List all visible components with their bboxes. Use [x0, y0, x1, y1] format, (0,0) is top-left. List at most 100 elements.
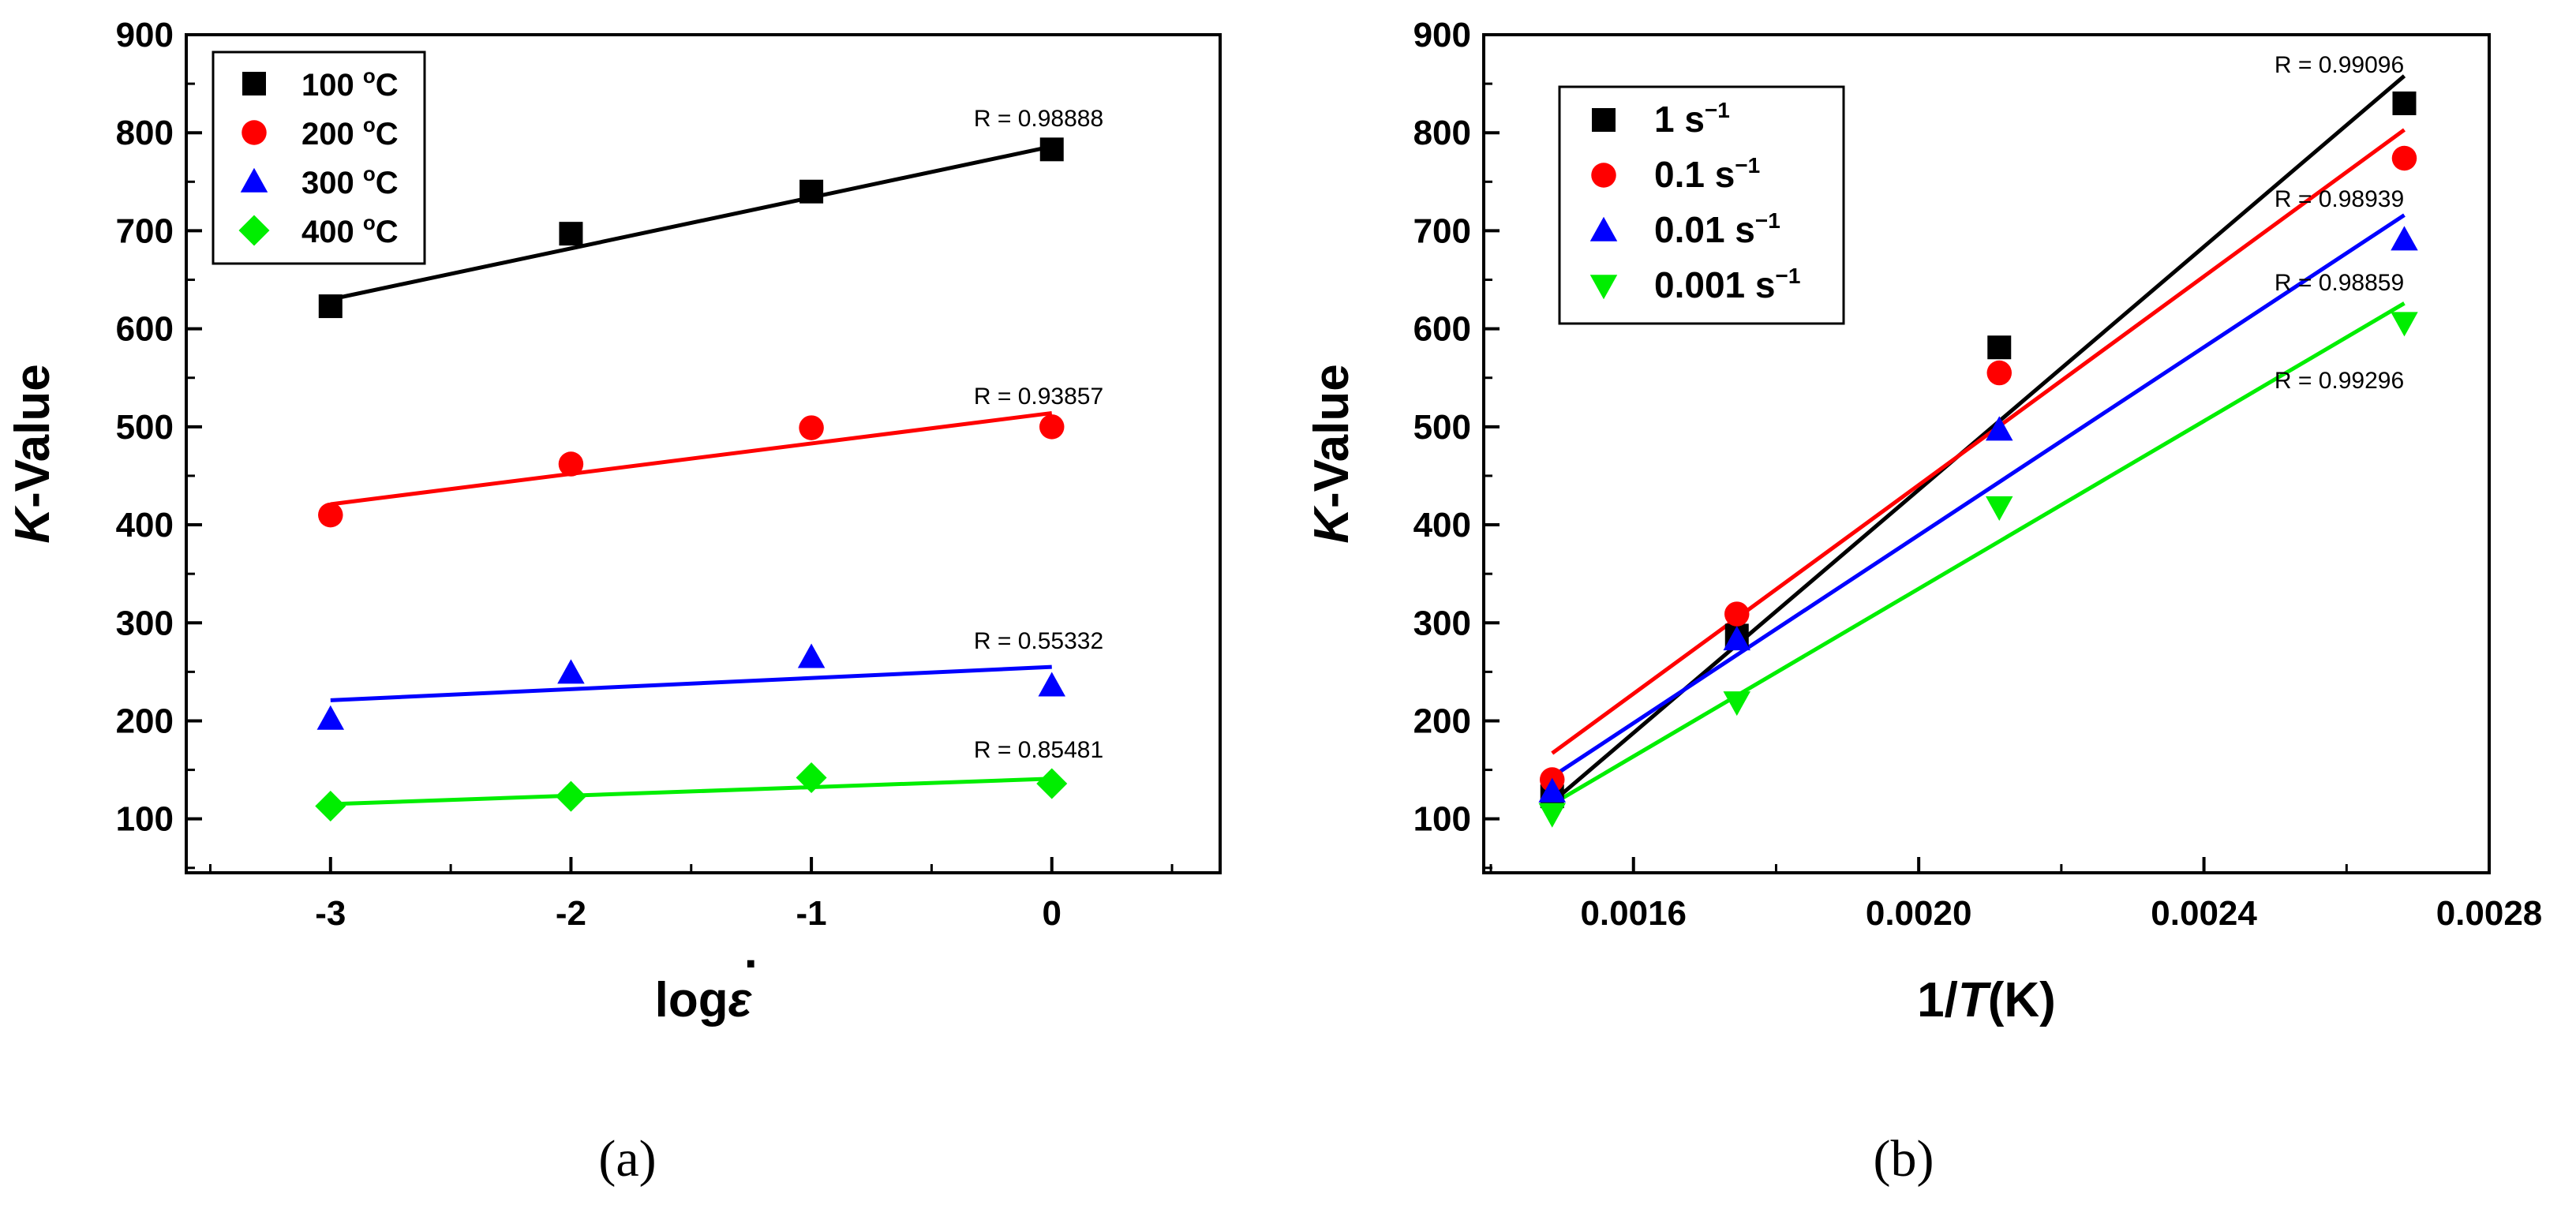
y-tick-label: 800: [116, 114, 174, 152]
data-point: [1538, 803, 1566, 828]
legend-label-main: 0.001 s: [1654, 264, 1775, 305]
x-axis-title-dot: ·: [744, 937, 761, 991]
data-point: [315, 791, 346, 822]
x-tick-label: -3: [315, 894, 346, 933]
r-value-label: R = 0.98888: [974, 106, 1103, 132]
r-value-label: R = 0.93857: [974, 384, 1103, 410]
legend-marker: [1592, 108, 1616, 132]
r-value-label: R = 0.55332: [974, 628, 1103, 654]
legend-label: 100 oC: [301, 64, 399, 103]
data-point: [797, 643, 826, 668]
legend-label: 0.001 s−1: [1654, 264, 1800, 305]
x-axis-title-pre: 1/: [1917, 973, 1958, 1027]
x-axis-title-log: log: [655, 973, 728, 1027]
legend-label-main: 0.1 s: [1654, 154, 1735, 195]
panel-b: 100 200 300 400 500 600 700 800 900 0.0016 0.0020 0…: [1305, 16, 2542, 1188]
legend-marker: [238, 215, 270, 246]
data-point: [1039, 137, 1064, 162]
legend-label-main: 1 s: [1654, 99, 1705, 140]
fit-line: [330, 777, 1052, 806]
legend-label-sup: o: [363, 64, 376, 88]
x-tick-label: 0.0016: [1580, 894, 1687, 933]
data-point: [1986, 416, 2013, 441]
legend-label: 200 oC: [301, 113, 399, 152]
data-point: [555, 780, 586, 812]
legend-label: 300 oC: [301, 162, 399, 200]
y-tick-label: 300: [1413, 604, 1471, 642]
data-point: [1987, 335, 2012, 360]
data-point: [316, 705, 345, 730]
y-tick-label: 100: [116, 800, 174, 839]
legend-label-unit: C: [376, 68, 399, 103]
legend-label-sup: o: [363, 113, 376, 137]
y-tick-label: 200: [1413, 702, 1471, 740]
x-tick-label: 0.0028: [2436, 894, 2543, 933]
legend-label-sup: −1: [1735, 153, 1760, 178]
legend-label-sup: −1: [1755, 208, 1780, 233]
legend-marker: [1589, 275, 1618, 300]
y-tick-label: 700: [1413, 211, 1471, 250]
y-tick-label: 700: [116, 211, 174, 250]
fit-line: [330, 664, 1052, 702]
legend-marker: [240, 167, 268, 193]
data-point: [318, 294, 343, 319]
y-tick-label: 600: [1413, 310, 1471, 349]
data-point: [1723, 691, 1751, 717]
legend-label-sup: −1: [1775, 264, 1800, 288]
r-value-label: R = 0.99096: [2275, 52, 2404, 78]
x-axis-title: 1/T(K): [1917, 973, 2056, 1027]
data-point: [796, 762, 827, 794]
legend-label-main: 0.01 s: [1654, 209, 1755, 250]
y-axis-title-rest: -Value: [1305, 364, 1359, 508]
legend-marker: [242, 72, 266, 95]
fit-line: [330, 410, 1053, 507]
legend-label: 0.01 s−1: [1654, 208, 1780, 250]
fit-line: [1551, 301, 2406, 806]
data-point: [318, 502, 343, 528]
legend-label-unit: C: [376, 215, 399, 249]
y-tick-label: 600: [116, 310, 174, 349]
x-tick-label: 0: [1043, 894, 1061, 933]
y-axis-title-italic: K: [6, 505, 60, 544]
fit-line: [1551, 128, 2406, 755]
data-point: [2391, 226, 2418, 251]
y-tick-label: 200: [116, 702, 174, 740]
legend-label-unit: C: [376, 166, 399, 200]
x-tick-label: -2: [556, 894, 586, 933]
data-point: [1724, 601, 1750, 627]
y-axis-title-italic: K: [1305, 505, 1359, 544]
data-point: [1039, 414, 1065, 440]
panel-caption: (a): [598, 1130, 656, 1188]
y-axis-title-rest: -Value: [6, 364, 60, 508]
data-point: [2391, 145, 2417, 171]
x-axis-title-symbol: ε: [728, 973, 753, 1027]
panel-caption: (b): [1874, 1130, 1934, 1188]
r-value-label: R = 0.85481: [974, 737, 1103, 763]
data-point: [557, 659, 585, 684]
y-tick-label: 500: [116, 408, 174, 447]
legend-label: 1 s−1: [1654, 98, 1730, 140]
x-tick-label: 0.0020: [1866, 894, 1972, 933]
legend-label: 0.1 s−1: [1654, 153, 1760, 195]
fit-line: [330, 144, 1053, 301]
y-axis-title: K-Value: [1305, 364, 1359, 543]
data-point: [559, 222, 583, 246]
legend-label-unit: C: [376, 117, 399, 152]
legend-label-main: 200: [301, 117, 363, 152]
y-tick-label: 900: [1413, 16, 1471, 54]
legend-marker: [1589, 216, 1618, 241]
legend-marker: [242, 120, 267, 145]
data-point: [558, 451, 584, 477]
r-value-label: R = 0.98859: [2275, 270, 2404, 296]
legend-label-sup: o: [363, 211, 376, 234]
y-tick-label: 300: [116, 604, 174, 642]
data-point: [1723, 626, 1751, 651]
y-tick-label: 400: [116, 506, 174, 545]
y-tick-label: 500: [1413, 408, 1471, 447]
legend-label-main: 400: [301, 215, 363, 249]
y-tick-label: 100: [1413, 800, 1471, 839]
x-axis-title-italic: T: [1958, 973, 1992, 1027]
x-axis-title-post: (K): [1988, 973, 2056, 1027]
legend-label-main: 100: [301, 68, 363, 103]
